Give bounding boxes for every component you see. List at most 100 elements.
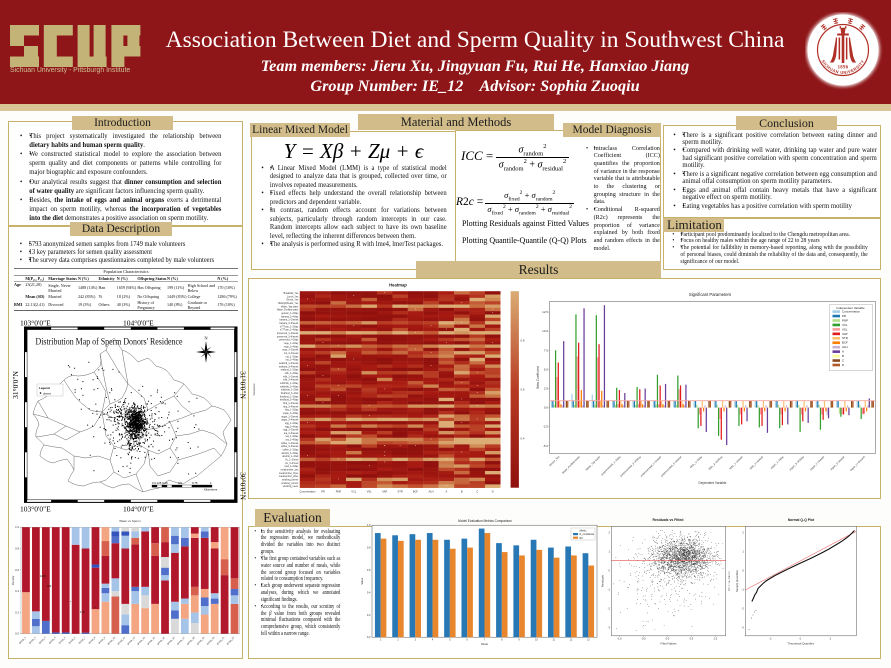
svg-text:1896: 1896 bbox=[838, 66, 849, 71]
svg-text:coffee_1~2/week: coffee_1~2/week bbox=[281, 443, 299, 445]
svg-text:*: * bbox=[384, 387, 385, 391]
svg-text:*: * bbox=[477, 404, 478, 408]
svg-text:*: * bbox=[384, 444, 385, 448]
svg-text:*: * bbox=[430, 437, 431, 441]
svg-text:preprocessed_1~2/week: preprocessed_1~2/week bbox=[639, 454, 662, 477]
svg-text:*: * bbox=[492, 311, 493, 315]
svg-text:*: * bbox=[446, 457, 447, 461]
svg-text:organ_1~2/week: organ_1~2/week bbox=[281, 415, 299, 418]
svg-text:Lunch_Yes: Lunch_Yes bbox=[287, 296, 299, 298]
svg-text:13: 13 bbox=[587, 639, 590, 642]
svg-text:milk_3~4/day: milk_3~4/day bbox=[285, 373, 299, 375]
svg-text:smoking_former: smoking_former bbox=[282, 479, 299, 482]
svg-text:104°0'0"E: 104°0'0"E bbox=[123, 319, 154, 328]
svg-text:bbq_1~2/day: bbq_1~2/day bbox=[285, 410, 299, 412]
svg-text:3: 3 bbox=[415, 639, 417, 642]
svg-text:group_5: group_5 bbox=[58, 636, 67, 645]
svg-text:Normal Q-Q Plot: Normal Q-Q Plot bbox=[788, 518, 815, 522]
svg-text:organ_3~4/week: organ_3~4/week bbox=[281, 419, 299, 422]
svg-text:Concentration: Concentration bbox=[842, 310, 860, 314]
svg-text:organ_3~4/month: organ_3~4/month bbox=[849, 454, 867, 472]
svg-text:103°0'0"E: 103°0'0"E bbox=[20, 505, 51, 514]
svg-text:*: * bbox=[307, 421, 308, 425]
svg-text:group_8: group_8 bbox=[88, 636, 97, 645]
svg-text:group_2: group_2 bbox=[28, 636, 37, 645]
svg-text:0.8: 0.8 bbox=[15, 547, 19, 551]
svg-text:*: * bbox=[461, 381, 462, 385]
svg-text:A: A bbox=[842, 350, 844, 354]
svg-text:Independent Variable: Independent Variable bbox=[836, 306, 865, 310]
svg-text:2: 2 bbox=[608, 530, 610, 534]
svg-text:0.2: 0.2 bbox=[15, 610, 19, 614]
svg-text:friedfood_3~4/wk: friedfood_3~4/wk bbox=[281, 392, 299, 395]
svg-text:0.4: 0.4 bbox=[15, 589, 19, 593]
svg-text:nut_1~2/day: nut_1~2/day bbox=[286, 355, 300, 358]
svg-text:30°0'0"N: 30°0'0"N bbox=[239, 472, 248, 500]
svg-text:mealnumber_two: mealnumber_two bbox=[281, 469, 299, 472]
svg-text:group_18: group_18 bbox=[186, 636, 196, 646]
svg-text:9: 9 bbox=[518, 639, 520, 642]
svg-text:104°0'0"E: 104°0'0"E bbox=[123, 505, 154, 514]
svg-text:*: * bbox=[95, 606, 96, 610]
svg-text:*: * bbox=[384, 451, 385, 455]
svg-text:0.0: 0.0 bbox=[544, 406, 549, 410]
svg-text:*: * bbox=[461, 301, 462, 305]
svg-text:*: * bbox=[338, 394, 339, 398]
svg-text:-1: -1 bbox=[608, 587, 611, 591]
svg-text:tea_3~4/day: tea_3~4/day bbox=[286, 439, 300, 442]
svg-text:*: * bbox=[307, 364, 308, 368]
svg-text:Sample Quantiles: Sample Quantiles bbox=[735, 569, 739, 592]
svg-text:Water vs Sperm: Water vs Sperm bbox=[119, 519, 141, 523]
svg-text:*: * bbox=[322, 341, 323, 345]
svg-text:8: 8 bbox=[501, 639, 503, 642]
svg-text:VAP: VAP bbox=[842, 332, 848, 336]
svg-text:0 0.125 0.25: 0 0.125 0.25 bbox=[152, 481, 168, 485]
svg-text:*: * bbox=[446, 341, 447, 345]
svg-text:BCF: BCF bbox=[413, 490, 419, 494]
svg-text:PNP: PNP bbox=[842, 318, 848, 322]
svg-text:donors: donors bbox=[43, 391, 52, 395]
svg-text:103°0'0"E: 103°0'0"E bbox=[20, 319, 51, 328]
svg-text:2: 2 bbox=[742, 530, 744, 534]
svg-text:preprocessed_3~4/2Day: preprocessed_3~4/2Day bbox=[619, 454, 642, 477]
svg-text:group_19: group_19 bbox=[196, 636, 206, 646]
svg-text:12: 12 bbox=[570, 639, 573, 642]
svg-text:Dinner_Yes: Dinner_Yes bbox=[287, 299, 300, 302]
svg-text:0: 0 bbox=[608, 568, 610, 572]
svg-text:VSL: VSL bbox=[367, 490, 372, 494]
svg-text:e777can_1~2/day: e777can_1~2/day bbox=[280, 326, 299, 328]
svg-text:0.0: 0.0 bbox=[15, 632, 19, 636]
svg-text:*: * bbox=[415, 331, 416, 335]
svg-text:282: 282 bbox=[47, 584, 52, 588]
svg-text:*: * bbox=[338, 477, 339, 481]
svg-text:*: * bbox=[461, 451, 462, 455]
svg-text:C: C bbox=[842, 358, 844, 362]
svg-text:*: * bbox=[70, 600, 71, 604]
svg-text:egg_3~4/day: egg_3~4/day bbox=[285, 426, 299, 428]
svg-text:friedfood_3~4/day: friedfood_3~4/day bbox=[280, 399, 299, 402]
svg-text:0.2: 0.2 bbox=[367, 613, 371, 617]
svg-text:Fitted Values: Fitted Values bbox=[660, 641, 677, 645]
svg-text:1: 1 bbox=[210, 481, 212, 485]
svg-text:preserved_3~4/week: preserved_3~4/week bbox=[277, 335, 299, 338]
svg-text:organ_1~2/day: organ_1~2/day bbox=[769, 454, 785, 470]
svg-text:0.5: 0.5 bbox=[690, 636, 694, 640]
svg-text:alcohol_3~4/day: alcohol_3~4/day bbox=[282, 453, 300, 455]
svg-text:mealnumber_three: mealnumber_three bbox=[279, 472, 299, 475]
svg-text:organ_3~4/week: organ_3~4/week bbox=[829, 454, 846, 471]
svg-text:*: * bbox=[307, 454, 308, 458]
svg-text:7: 7 bbox=[484, 639, 486, 642]
svg-text:-1: -1 bbox=[741, 587, 744, 591]
svg-text:group_16: group_16 bbox=[166, 636, 176, 646]
svg-text:-3: -3 bbox=[741, 625, 744, 629]
svg-text:MSL_3~4/week: MSL_3~4/week bbox=[749, 454, 765, 470]
svg-text:STR: STR bbox=[842, 336, 848, 340]
svg-text:*: * bbox=[492, 308, 493, 312]
svg-text:Dinner_Yes: Dinner_Yes bbox=[548, 454, 561, 467]
svg-text:nut_3~4/day: nut_3~4/day bbox=[286, 359, 300, 362]
svg-text:Heatmap: Heatmap bbox=[389, 283, 407, 288]
svg-text:preprocessed_3~4/week: preprocessed_3~4/week bbox=[660, 454, 683, 477]
svg-text:group_17: group_17 bbox=[176, 636, 186, 646]
svg-text:1.0: 1.0 bbox=[15, 525, 19, 529]
svg-text:tea_3~4/week: tea_3~4/week bbox=[284, 432, 299, 435]
